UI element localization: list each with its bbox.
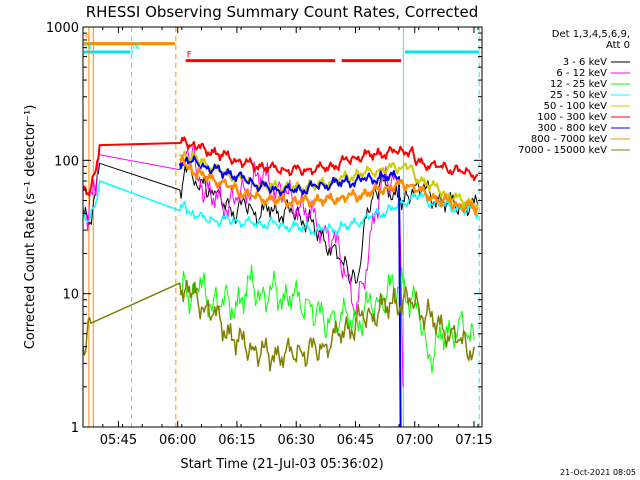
flag-label: N — [85, 42, 92, 52]
x-tick-label: 05:45 — [100, 433, 137, 448]
legend-entry-label: 7000 - 15000 keV — [518, 145, 607, 156]
footer-timestamp: 21-Oct-2021 08:05 — [560, 468, 636, 477]
series-line — [83, 279, 475, 372]
vertical-markers — [88, 27, 480, 427]
x-tick-label: 07:00 — [396, 433, 433, 448]
series-line — [83, 136, 479, 196]
y-tick-label: 10 — [62, 288, 79, 303]
series-line — [178, 155, 402, 427]
legend-entry-label: 25 - 50 keV — [550, 90, 607, 101]
x-tick-label: 06:45 — [337, 433, 374, 448]
y-axis-label: Corrected Count Rate (s⁻¹ detector⁻¹) — [23, 105, 38, 350]
legend-entry-label: 50 - 100 keV — [544, 101, 608, 112]
flag-bars: SN NF — [83, 34, 480, 63]
y-tick-label: 1 — [71, 421, 79, 436]
flag-label: N — [133, 42, 140, 52]
legend-entry-label: 12 - 25 keV — [550, 79, 607, 90]
flag-label: F — [187, 51, 192, 61]
y-tick-label: 1000 — [46, 21, 79, 36]
axes: 05:45 06:00 06:15 06:30 06:45 07:00 07:15 1 10 10… — [46, 21, 493, 448]
x-tick-label: 06:30 — [277, 433, 314, 448]
series-line — [179, 264, 475, 374]
plot-frame — [82, 26, 483, 428]
x-tick-label: 07:15 — [455, 433, 492, 448]
series-line — [179, 155, 479, 216]
chart-title: RHESSI Observing Summary Count Rates, Co… — [86, 3, 479, 21]
y-tick-label: 100 — [54, 154, 79, 169]
series-lines — [83, 136, 479, 427]
x-axis-label: Start Time (21-Jul-03 05:36:02) — [180, 457, 383, 472]
legend-entry-label: 6 - 12 keV — [556, 68, 607, 79]
legend-entry-label: 800 - 7000 keV — [531, 134, 607, 145]
legend-header: Att 0 — [606, 40, 630, 51]
legend-entry-label: 100 - 300 keV — [537, 112, 607, 123]
x-tick-label: 06:15 — [218, 433, 255, 448]
flag-label: S — [85, 34, 91, 44]
x-tick-label: 06:00 — [159, 433, 196, 448]
legend-entry-label: 300 - 800 keV — [537, 123, 607, 134]
legend-header: Det 1,3,4,5,6,9, — [552, 29, 630, 40]
legend-entry-label: 3 - 6 keV — [563, 57, 607, 68]
